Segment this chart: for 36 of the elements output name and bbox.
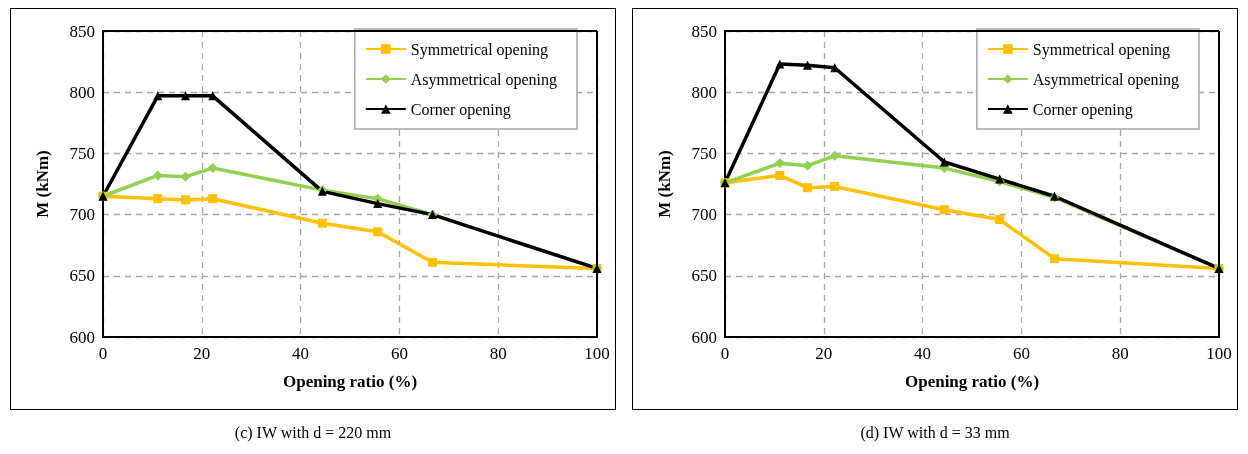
legend-label: Asymmetrical opening bbox=[1032, 70, 1179, 89]
y-axis-title: M (kNm) bbox=[33, 150, 52, 218]
legend-label: Symmetrical opening bbox=[410, 40, 549, 59]
y-tick-label: 650 bbox=[69, 266, 95, 286]
y-tick-label: 700 bbox=[691, 205, 717, 225]
y-tick-label: 750 bbox=[691, 143, 717, 163]
legend-label: Symmetrical opening bbox=[1032, 40, 1171, 59]
text: (c) IW with d = 220 mm bbox=[234, 424, 392, 442]
x-tick-label: 60 bbox=[390, 344, 408, 363]
y-tick-label: 650 bbox=[691, 266, 717, 286]
x-tick-label: 80 bbox=[1111, 344, 1129, 363]
x-tick-label: 100 bbox=[584, 344, 610, 363]
y-tick-label: 800 bbox=[69, 82, 95, 102]
x-tick-label: 40 bbox=[914, 344, 932, 363]
x-axis-title: Opening ratio (%) bbox=[282, 372, 418, 391]
y-tick-label: 850 bbox=[69, 21, 95, 41]
x-tick-label: 0 bbox=[720, 344, 730, 363]
x-tick-label: 80 bbox=[489, 344, 507, 363]
x-tick-label: 100 bbox=[1206, 344, 1232, 363]
x-tick-label: 0 bbox=[98, 344, 108, 363]
y-tick-label: 750 bbox=[69, 143, 95, 163]
x-tick-label: 60 bbox=[1012, 344, 1030, 363]
y-axis-title: M (kNm) bbox=[655, 150, 674, 218]
x-axis-title: Opening ratio (%) bbox=[904, 372, 1040, 391]
legend-label: Corner opening bbox=[410, 100, 511, 119]
legend-label: Asymmetrical opening bbox=[410, 70, 557, 89]
y-tick-label: 850 bbox=[691, 21, 717, 41]
x-tick-label: 20 bbox=[193, 344, 211, 363]
x-tick-label: 40 bbox=[292, 344, 310, 363]
legend-label: Corner opening bbox=[1032, 100, 1133, 119]
x-tick-label: 20 bbox=[815, 344, 833, 363]
y-tick-label: 600 bbox=[691, 327, 717, 347]
text: (d) IW with d = 33 mm bbox=[860, 424, 1010, 442]
y-tick-label: 700 bbox=[69, 205, 95, 225]
y-tick-label: 800 bbox=[691, 82, 717, 102]
y-tick-label: 600 bbox=[69, 327, 95, 347]
